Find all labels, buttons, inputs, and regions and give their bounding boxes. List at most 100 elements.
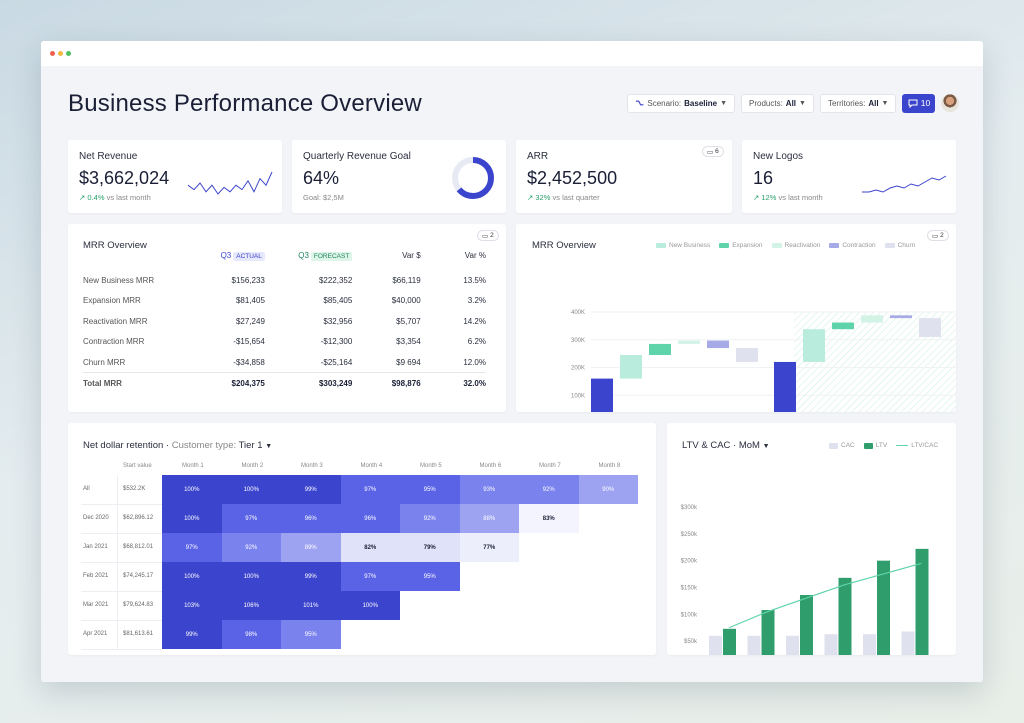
heatmap-cell[interactable]: 95% — [281, 620, 341, 649]
cohort-label: All — [83, 486, 90, 492]
heatmap-cell[interactable]: 101% — [281, 591, 341, 620]
row-label: Churn MRR — [83, 357, 126, 367]
col-divider — [117, 591, 118, 620]
maximize-dot[interactable] — [66, 51, 71, 56]
heatmap-cell[interactable]: 90% — [578, 475, 638, 504]
heatmap-cell[interactable]: 82% — [340, 533, 400, 562]
cell-value: $27,249 — [235, 316, 265, 326]
retention-title: Net dollar retention · — [83, 440, 170, 451]
legend-swatch — [863, 442, 873, 449]
heatmap-cell[interactable]: 83% — [519, 504, 579, 533]
comment-count: 2 — [490, 232, 494, 239]
heatmap-cell[interactable]: 100% — [162, 562, 222, 591]
comment-badge[interactable]: ▭ 2 — [927, 230, 949, 241]
legend-label: CAC — [841, 442, 855, 449]
comment-badge[interactable]: ▭ 2 — [477, 230, 499, 241]
heatmap-cell[interactable]: 97% — [221, 504, 281, 533]
heatmap-cell[interactable]: 103% — [162, 591, 222, 620]
heatmap-cell[interactable]: 93% — [459, 475, 519, 504]
cac-bar — [824, 634, 838, 655]
heatmap-cell[interactable]: 95% — [400, 475, 460, 504]
y-tick-label: $150k — [681, 586, 698, 592]
kpi-change: ↗ 12% vs last month — [753, 193, 823, 202]
waterfall-bar-expansion — [832, 322, 854, 330]
scenario-value: Baseline — [684, 98, 718, 108]
actual-tag: ACTUAL — [233, 252, 265, 261]
col-divider — [117, 533, 118, 562]
comment-badge[interactable]: ▭ 6 — [702, 146, 724, 157]
waterfall-bar-total — [774, 361, 796, 412]
heatmap-cell[interactable]: 89% — [281, 533, 341, 562]
heatmap-cell[interactable]: 95% — [400, 562, 460, 591]
heatmap-cell[interactable]: 97% — [340, 562, 400, 591]
heatmap-cell[interactable]: 100% — [221, 562, 281, 591]
kpi-new-logos[interactable]: New Logos 16 ↗ 12% vs last month — [742, 140, 956, 213]
comment-icon — [908, 99, 918, 108]
heatmap-cell[interactable]: 99% — [162, 620, 222, 649]
y-tick-label: $200k — [681, 559, 698, 565]
territories-filter[interactable]: Territories: All ▼ — [819, 93, 897, 113]
heatmap-cell[interactable]: 100% — [221, 475, 281, 504]
scenario-filter[interactable]: Scenario: Baseline ▼ — [627, 93, 735, 113]
heatmap-cell[interactable]: 92% — [221, 533, 281, 562]
heatmap-cell[interactable]: 97% — [340, 475, 400, 504]
heatmap-cell[interactable]: 96% — [281, 504, 341, 533]
cell-value: $156,233 — [231, 275, 265, 285]
heatmap-cell[interactable]: 77% — [459, 533, 519, 562]
sparkline — [862, 175, 947, 193]
customer-type-value[interactable]: Tier 1 — [238, 440, 263, 451]
var-percent-header: Var % — [464, 251, 486, 260]
cac-bar — [786, 635, 799, 655]
ltv-bar — [915, 548, 929, 655]
avatar[interactable] — [941, 94, 960, 112]
cell-value: -$12,300 — [320, 337, 353, 347]
heatmap-cell[interactable]: 99% — [281, 562, 341, 591]
legend-swatch — [829, 243, 840, 248]
chevron-down-icon[interactable]: ▼ — [762, 443, 770, 450]
col-divider — [117, 562, 118, 591]
card-title: Net dollar retention · Customer type: Ti… — [83, 440, 272, 451]
products-filter[interactable]: Products: All ▼ — [741, 93, 814, 113]
kpi-arr[interactable]: ARR $2,452,500 ↗ 32% vs last quarter ▭ 6 — [516, 140, 732, 213]
heatmap-cell[interactable]: 88% — [459, 504, 519, 533]
col-divider — [117, 620, 118, 649]
heatmap-cell[interactable]: 100% — [162, 504, 222, 533]
row-divider — [81, 620, 162, 621]
cohort-label: Feb 2021 — [83, 573, 109, 579]
mrr-table-body: New Business MRR $156,233 $222,352 $66,119 1… — [83, 270, 486, 393]
table-row: Churn MRR -$34,858 -$25,164 $9 694 12.0% — [83, 352, 486, 373]
row-divider — [81, 562, 162, 563]
kpi-change: ↗ 32% vs last quarter — [527, 193, 600, 202]
kpi-quarterly-goal[interactable]: Quarterly Revenue Goal 64% Goal: $2,5M — [292, 140, 506, 213]
kpi-net-revenue[interactable]: Net Revenue $3,662,024 ↗ 0.4% vs last mo… — [68, 140, 282, 213]
start-value: $68,812.01 — [123, 544, 154, 550]
legend-item: Contraction — [829, 242, 876, 249]
heatmap-cell[interactable]: 106% — [221, 591, 281, 620]
cell-value: $98,876 — [352, 372, 421, 393]
col-divider — [117, 475, 118, 504]
heatmap-cell[interactable]: 92% — [519, 475, 579, 504]
empty-header — [83, 249, 202, 270]
legend-label: Contraction — [842, 242, 876, 249]
minimize-dot[interactable] — [58, 51, 63, 56]
heatmap-cell[interactable]: 97% — [162, 533, 222, 562]
kpi-label: ARR — [527, 151, 549, 162]
heatmap-cell[interactable]: 99% — [281, 475, 341, 504]
heatmap-cell[interactable]: 100% — [162, 475, 222, 504]
close-dot[interactable] — [50, 51, 55, 56]
kpi-value: 64% — [303, 168, 340, 188]
heatmap-cell[interactable]: 96% — [340, 504, 400, 533]
sparkline — [187, 171, 273, 195]
heatmap-cell[interactable]: 100% — [340, 591, 400, 620]
cell-value: -$25,164 — [320, 357, 353, 367]
comments-button[interactable]: 10 — [902, 93, 936, 113]
chevron-down-icon[interactable]: ▼ — [265, 443, 273, 450]
heatmap-cell[interactable]: 92% — [400, 504, 460, 533]
kpi-label: New Logos — [753, 151, 804, 162]
heatmap-cell[interactable]: 79% — [400, 533, 460, 562]
ltv-bar — [723, 628, 736, 655]
heatmap-cell[interactable]: 98% — [221, 620, 281, 649]
chart-legend: CAC LTV LTV/CAC — [829, 442, 938, 449]
cell-value: $81,405 — [235, 296, 265, 306]
legend-label: New Business — [669, 242, 711, 249]
